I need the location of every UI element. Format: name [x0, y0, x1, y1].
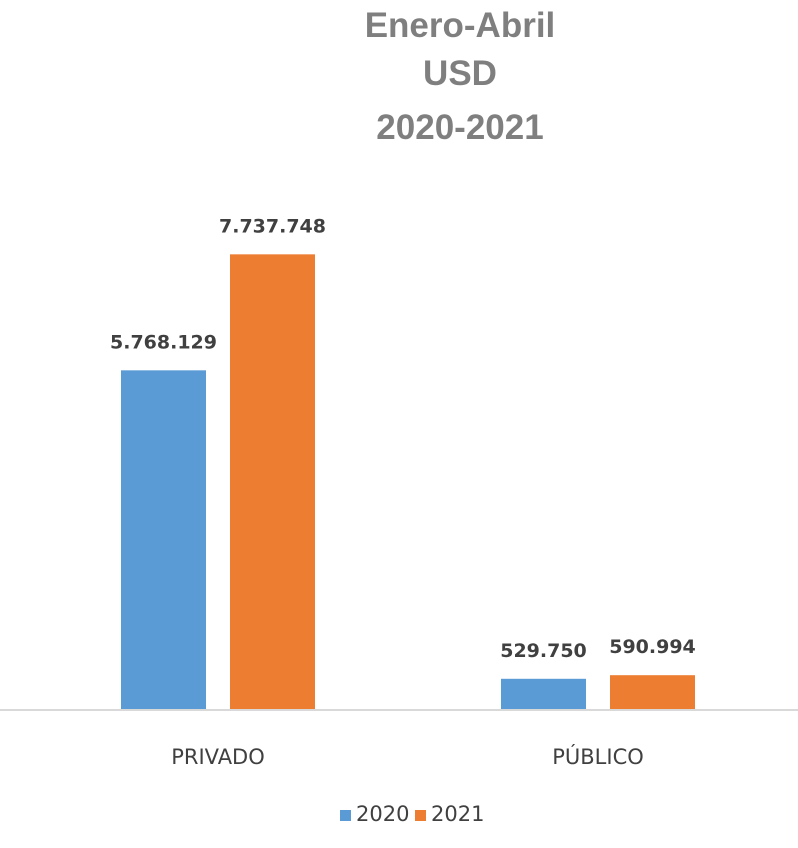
data-labels: 5.768.129 7.737.748 529.750 590.994 [110, 215, 696, 661]
data-label: 529.750 [500, 640, 587, 662]
category-label: PRIVADO [171, 745, 265, 769]
legend-swatch [340, 810, 351, 821]
bar-2021-público [610, 675, 695, 710]
legend-label: 2021 [431, 802, 484, 826]
chart-title-line: 2020-2021 [376, 108, 543, 147]
chart-title: Enero-Abril USD 2020-2021 [365, 6, 556, 147]
chart-title-line: Enero-Abril [365, 6, 556, 45]
bars [121, 254, 695, 710]
category-label: PÚBLICO [552, 744, 644, 769]
data-label: 7.737.748 [219, 215, 326, 237]
bar-2020-público [501, 678, 586, 710]
chart-title-line: USD [423, 54, 497, 93]
legend: 2020 2021 [340, 802, 484, 826]
category-labels: PRIVADO PÚBLICO [171, 744, 644, 769]
legend-swatch [415, 810, 426, 821]
bar-2021-privado [230, 254, 315, 710]
data-label: 590.994 [609, 636, 696, 658]
data-label: 5.768.129 [110, 331, 217, 353]
legend-label: 2020 [356, 802, 409, 826]
bar-2020-privado [121, 370, 206, 710]
